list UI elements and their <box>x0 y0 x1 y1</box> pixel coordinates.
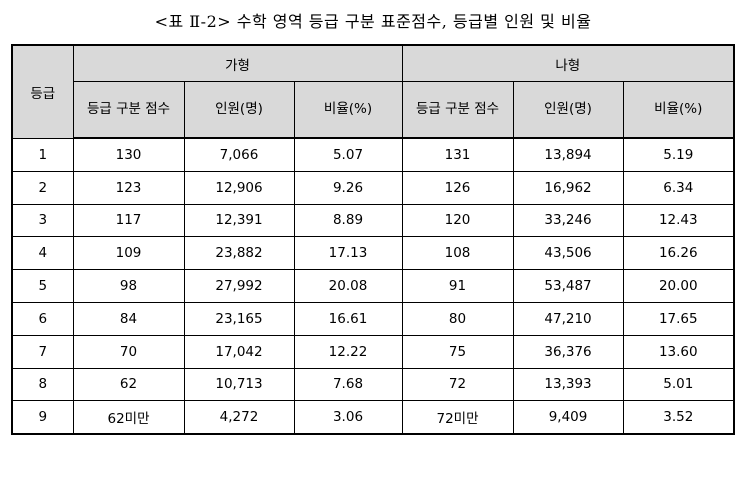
group-b-cutoff-cell: 72 <box>401 367 514 402</box>
group-b-ratio-cell: 6.34 <box>622 170 736 205</box>
group-a-count-cell: 12,906 <box>183 170 295 205</box>
group-a-cutoff-cell: 98 <box>72 269 185 303</box>
table-body: 1 130 7,066 5.07 131 13,894 5.19 2 123 12,906 9.26… <box>11 137 736 436</box>
group-a-cutoff-cell: 117 <box>72 203 185 238</box>
group-b-ratio-cell: 12.43 <box>622 203 736 238</box>
grade-column-header: 등급 <box>11 44 74 139</box>
group-a-count-cell: 23,882 <box>183 236 295 271</box>
group-a-ratio-cell: 16.61 <box>293 301 403 336</box>
group-b-ratio-cell: 20.00 <box>622 269 736 303</box>
group-b-count-cell: 9,409 <box>512 400 624 436</box>
group-b-cutoff-cell: 120 <box>401 203 514 238</box>
group-b-cutoff-cell: 131 <box>401 137 514 172</box>
group-a-cutoff-header-label: 등급 구분 점수 <box>86 101 171 117</box>
grade-cell: 9 <box>11 400 74 436</box>
grade-cell: 2 <box>11 170 74 205</box>
table-row: 1 130 7,066 5.07 131 13,894 5.19 <box>11 137 736 172</box>
group-a-cutoff-cell: 62 <box>72 367 185 402</box>
group-a-cutoff-cell: 109 <box>72 236 185 271</box>
grade-cell: 6 <box>11 301 74 336</box>
table-row: 5 98 27,992 20.08 91 53,487 20.00 <box>11 269 736 303</box>
group-b-cutoff-cell: 108 <box>401 236 514 271</box>
group-a-ratio-header: 비율(%) <box>293 81 403 139</box>
group-a-count-cell: 4,272 <box>183 400 295 436</box>
group-b-count-header: 인원(명) <box>512 81 624 139</box>
group-a-count-cell: 23,165 <box>183 301 295 336</box>
table-header: 등급 가형 나형 등급 구분 점수 인원(명) 비율(%) 등급 구분 점수 인… <box>11 44 736 139</box>
group-a-ratio-cell: 8.89 <box>293 203 403 238</box>
header-row-subcolumns: 등급 구분 점수 인원(명) 비율(%) 등급 구분 점수 인원(명) 비율(%… <box>12 81 736 139</box>
grade-cell: 8 <box>11 367 74 402</box>
group-b-count-cell: 16,962 <box>512 170 624 205</box>
group-a-header: 가형 <box>72 44 403 82</box>
grade-cell: 5 <box>11 269 74 303</box>
group-a-cutoff-cell: 84 <box>72 301 185 336</box>
table-row: 7 70 17,042 12.22 75 36,376 13.60 <box>11 334 736 369</box>
group-b-ratio-cell: 5.01 <box>622 367 736 402</box>
table-row: 6 84 23,165 16.61 80 47,210 17.65 <box>11 301 736 336</box>
group-a-cutoff-header: 등급 구분 점수 <box>72 81 185 139</box>
group-a-count-cell: 10,713 <box>183 367 295 402</box>
group-b-ratio-cell: 16.26 <box>622 236 736 271</box>
grade-cell: 4 <box>11 236 74 271</box>
group-b-ratio-cell: 5.19 <box>622 137 736 172</box>
group-b-count-cell: 33,246 <box>512 203 624 238</box>
group-a-ratio-cell: 20.08 <box>293 269 403 303</box>
group-b-ratio-cell: 3.52 <box>622 400 736 436</box>
group-a-cutoff-cell: 123 <box>72 170 185 205</box>
table-caption: <표 Ⅱ-2> 수학 영역 등급 구분 표준점수, 등급별 인원 및 비율 <box>154 12 592 31</box>
group-b-cutoff-cell: 72미만 <box>401 400 514 436</box>
table-row: 2 123 12,906 9.26 126 16,962 6.34 <box>11 170 736 205</box>
group-a-cutoff-cell: 130 <box>72 137 185 172</box>
group-b-count-cell: 47,210 <box>512 301 624 336</box>
group-b-ratio-header: 비율(%) <box>622 81 736 139</box>
grade-cell: 7 <box>11 334 74 369</box>
group-b-cutoff-cell: 75 <box>401 334 514 369</box>
group-b-count-cell: 43,506 <box>512 236 624 271</box>
group-a-count-cell: 7,066 <box>183 137 295 172</box>
group-b-count-cell: 13,894 <box>512 137 624 172</box>
group-a-count-cell: 17,042 <box>183 334 295 369</box>
header-row-groups: 등급 가형 나형 <box>11 44 736 139</box>
group-b-count-cell: 53,487 <box>512 269 624 303</box>
group-a-ratio-cell: 12.22 <box>293 334 403 369</box>
group-b-header: 나형 <box>401 44 736 82</box>
group-a-count-cell: 27,992 <box>183 269 295 303</box>
group-b-cutoff-header: 등급 구분 점수 <box>401 81 514 139</box>
group-b-cutoff-cell: 91 <box>401 269 514 303</box>
group-a-count-header: 인원(명) <box>183 81 295 139</box>
group-a-cutoff-cell: 70 <box>72 334 185 369</box>
group-b-ratio-cell: 17.65 <box>622 301 736 336</box>
group-b-cutoff-header-label: 등급 구분 점수 <box>415 101 500 117</box>
grade-cell: 3 <box>11 203 74 238</box>
group-a-ratio-cell: 17.13 <box>293 236 403 271</box>
grade-distribution-table: 등급 가형 나형 등급 구분 점수 인원(명) 비율(%) 등급 구분 점수 인… <box>11 44 736 436</box>
table-row: 9 62미만 4,272 3.06 72미만 9,409 3.52 <box>11 400 736 436</box>
group-b-cutoff-cell: 80 <box>401 301 514 336</box>
group-a-ratio-cell: 7.68 <box>293 367 403 402</box>
table-row: 4 109 23,882 17.13 108 43,506 16.26 <box>11 236 736 271</box>
group-b-count-cell: 13,393 <box>512 367 624 402</box>
table-row: 3 117 12,391 8.89 120 33,246 12.43 <box>11 203 736 238</box>
group-b-count-cell: 36,376 <box>512 334 624 369</box>
table-row: 8 62 10,713 7.68 72 13,393 5.01 <box>11 367 736 402</box>
group-b-ratio-cell: 13.60 <box>622 334 736 369</box>
group-b-cutoff-cell: 126 <box>401 170 514 205</box>
grade-cell: 1 <box>11 137 74 172</box>
group-a-ratio-cell: 9.26 <box>293 170 403 205</box>
group-a-count-cell: 12,391 <box>183 203 295 238</box>
group-a-ratio-cell: 3.06 <box>293 400 403 436</box>
group-a-cutoff-cell: 62미만 <box>72 400 185 436</box>
group-a-ratio-cell: 5.07 <box>293 137 403 172</box>
